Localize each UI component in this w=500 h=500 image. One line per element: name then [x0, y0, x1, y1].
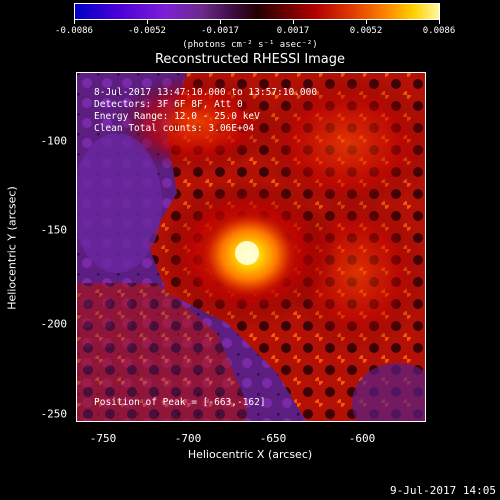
colorbar-label: 0.0086	[422, 26, 456, 36]
y-tick-label: -200	[40, 317, 68, 331]
colorbar-tick	[293, 20, 294, 24]
time-range-text: 8-Jul-2017 13:47:10.000 to 13:57:10.000	[94, 87, 318, 98]
peak-position-text: Position of Peak = [-663,-162]	[94, 397, 266, 408]
colorbar-tick	[220, 20, 221, 24]
colorbar-label: 0.0017	[276, 26, 310, 36]
y-axis-label: Heliocentric Y (arcsec)	[5, 186, 19, 310]
timestamp: 9-Jul-2017 14:05	[390, 484, 496, 497]
clean-counts-text: Clean Total counts: 3.06E+04	[94, 123, 255, 134]
colorbar-tick	[439, 20, 440, 24]
detectors-text: Detectors: 3F 6F 8F, Att 0	[94, 99, 243, 110]
x-tick-label: -750	[89, 432, 117, 445]
y-tick-label: -250	[40, 407, 68, 421]
colorbar-tick	[74, 20, 75, 24]
colorbar-label: -0.0086	[55, 26, 93, 36]
y-tick-label: -150	[40, 223, 68, 237]
x-tick-label: -650	[259, 432, 287, 445]
colorbar	[74, 3, 440, 20]
x-axis-label: Heliocentric X (arcsec)	[187, 448, 313, 461]
x-tick-label: -600	[348, 432, 376, 445]
energy-range-text: Energy Range: 12.0 - 25.0 keV	[94, 111, 260, 122]
colorbar-tick	[366, 20, 367, 24]
colorbar-units: (photons cm⁻² s⁻¹ asec⁻²)	[182, 40, 318, 50]
x-tick-label: -700	[174, 432, 202, 445]
colorbar-label: -0.0052	[128, 26, 166, 36]
y-tick-label: -100	[40, 134, 68, 148]
plot-title: Reconstructed RHESSI Image	[154, 52, 346, 67]
colorbar-tick	[147, 20, 148, 24]
rhessi-image	[76, 72, 426, 422]
colorbar-label: -0.0017	[201, 26, 239, 36]
rhessi-image-map	[77, 73, 425, 421]
colorbar-label: 0.0052	[349, 26, 383, 36]
